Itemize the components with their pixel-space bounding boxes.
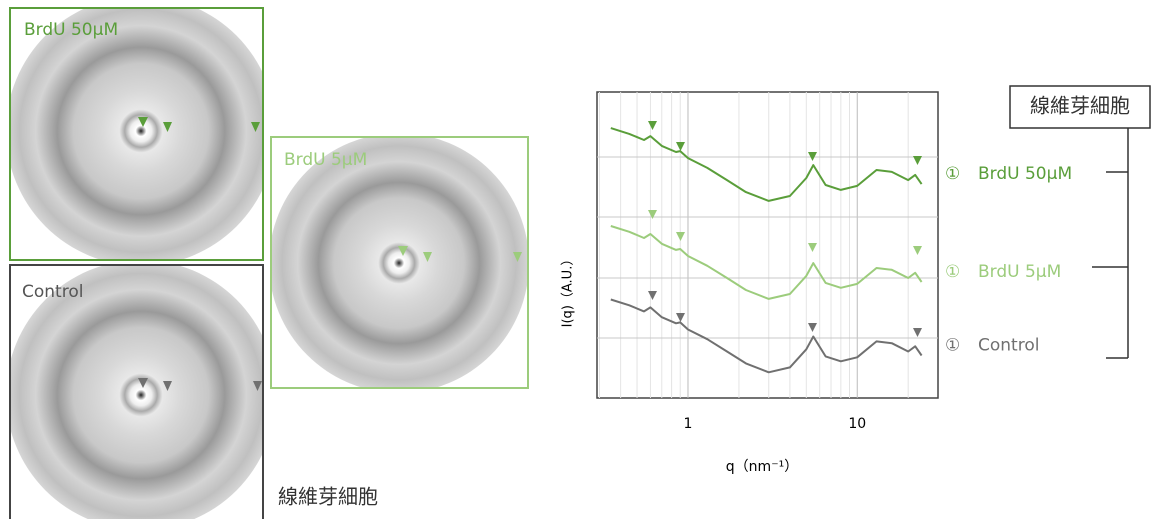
panel-label: BrdU 50μM [24,20,118,40]
legend-box-label: 線維芽細胞 [1030,94,1130,118]
legend-name: BrdU 50μM [978,164,1072,184]
series-line [610,298,923,374]
legend-label: ① BrdU 5μM [945,262,1061,282]
panel-frame [9,7,264,261]
image-arrows [138,117,522,391]
legend-box [1009,85,1151,129]
diffraction-image [271,137,528,388]
diffraction-image [10,8,263,260]
legend-marker: ① [945,335,960,355]
offset-lines [597,156,938,339]
series-line [610,225,923,300]
panel-label: Control [22,282,83,302]
legend-marker: ① [945,262,960,282]
legend-label: ① BrdU 50μM [945,164,1072,184]
legend-marker: ① [945,164,960,184]
plot-frame [596,91,939,399]
x-tick-label: 1 [684,416,693,432]
bracket [1092,128,1129,359]
panel-frame [9,264,264,519]
y-axis-label: I(q)（A.U.） [561,253,576,328]
legend-name: BrdU 5μM [978,262,1061,282]
panel-frame [270,136,529,389]
x-tick-label: 10 [848,416,866,432]
panel-label: BrdU 5μM [284,150,367,170]
legend-name: Control [978,335,1039,355]
caption: 線維芽細胞 [278,485,378,509]
diffraction-image [10,265,263,519]
plot [596,91,939,399]
x-axis-label: q（nm⁻¹） [726,459,798,475]
legend-label: ① Control [945,335,1039,355]
series-line [610,127,923,202]
